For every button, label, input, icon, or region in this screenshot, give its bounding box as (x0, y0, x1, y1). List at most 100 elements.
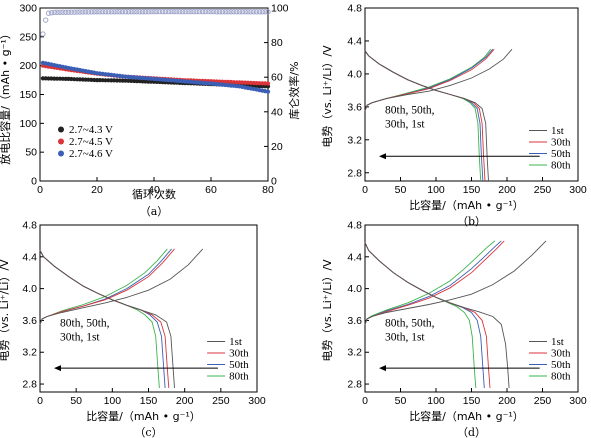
efficiency-point (191, 8, 197, 15)
efficiency-point (125, 9, 132, 15)
x-tick-label: 100 (104, 395, 122, 407)
efficiency-point (259, 9, 265, 15)
efficiency-point (199, 8, 206, 15)
y-tick-label: 0 (31, 176, 37, 188)
x-tick-label: 200 (498, 395, 516, 407)
x-tick-label: 300 (569, 184, 587, 196)
legend-label: 2.7~4.3 V (69, 124, 113, 136)
y2-tick-label: 100 (271, 3, 289, 15)
efficiency-point (196, 8, 203, 15)
x-tick-label: 60 (205, 184, 217, 196)
efficiency-point (40, 31, 46, 37)
y-tick-label: 2.8 (347, 379, 362, 391)
efficiency-point (248, 9, 254, 15)
y-axis-label: 电势（vs. Li⁺/Li）/V (321, 45, 334, 148)
efficiency-point (202, 8, 208, 15)
x-tick-label: 50 (395, 395, 407, 407)
y2-tick-label: 20 (271, 141, 283, 153)
y-tick-label: 100 (19, 118, 37, 130)
discharge-curve (39, 250, 175, 389)
discharge-curve (364, 242, 510, 389)
efficiency-point (119, 9, 126, 15)
annotation-line-2: 30th, 1st (385, 118, 425, 130)
efficiency-point (43, 17, 49, 23)
efficiency-point (108, 9, 114, 15)
efficiency-point (231, 9, 237, 15)
panel-caption: （d） (457, 426, 486, 438)
efficiency-point (57, 9, 63, 15)
efficiency-point (162, 8, 169, 15)
legend-label: 1st (229, 336, 242, 348)
discharge-curve (364, 242, 477, 389)
x-axis-label: 循环次数 (132, 187, 176, 201)
efficiency-point (60, 9, 66, 15)
arrow-head (379, 365, 386, 372)
efficiency-point (148, 8, 154, 15)
efficiency-point (122, 9, 129, 15)
efficiency-point (177, 8, 183, 15)
efficiency-point (154, 8, 160, 15)
x-tick-label: 0 (362, 184, 368, 196)
legend-label: 30th (551, 137, 571, 149)
y-axis-label: 电势（vs. Li⁺/Li）/V (0, 259, 11, 362)
efficiency-point (145, 9, 151, 15)
efficiency-point (102, 9, 109, 15)
y-tick-label: 50 (25, 147, 37, 159)
efficiency-point (225, 9, 231, 15)
panel-caption: （a） (140, 205, 169, 218)
efficiency-point (48, 10, 55, 16)
efficiency-point (219, 9, 226, 15)
efficiency-point (251, 9, 257, 15)
x-tick-label: 300 (569, 395, 587, 407)
panel-caption: （c） (134, 426, 162, 438)
x-tick-label: 80 (262, 184, 274, 196)
efficiency-point (137, 9, 143, 15)
y-tick-label: 3.6 (22, 315, 37, 327)
y2-tick-label: 40 (271, 106, 283, 118)
efficiency-point (236, 9, 243, 15)
x-tick-label: 50 (395, 184, 407, 196)
legend-marker (58, 150, 64, 157)
legend-label: 1st (551, 125, 564, 137)
efficiency-point (234, 9, 240, 15)
charge-curve (364, 48, 513, 112)
efficiency-point (174, 8, 180, 15)
efficiency-point (245, 9, 251, 15)
legend-label: 80th (229, 371, 249, 383)
efficiency-point (63, 9, 69, 15)
charge-curve (364, 240, 547, 325)
legend-marker (58, 138, 64, 145)
panel-b: 0 50 100 150 200 250 300 2.8 3.2 3.6 4.0 4.4 4.8 80th… (347, 3, 587, 229)
efficiency-point (265, 9, 271, 15)
x-axis-label: 比容量/（mAh • g⁻¹） (409, 409, 524, 423)
capacity-point (55, 76, 60, 81)
efficiency-point (253, 9, 260, 15)
charge-curve (39, 248, 204, 325)
legend-label: 50th (551, 148, 571, 160)
efficiency-point (77, 9, 83, 15)
efficiency-point (171, 8, 177, 15)
efficiency-point (142, 9, 149, 15)
legend-label: 30th (551, 348, 571, 360)
legend-label: 1st (551, 336, 564, 348)
arrow-head (379, 153, 386, 160)
x-axis-label: 比容量/（mAh • g⁻¹） (86, 409, 201, 423)
annotation-line-1: 80th, 50th, (60, 317, 110, 329)
y-tick-label: 2.8 (22, 379, 37, 391)
discharge-curve (364, 50, 489, 182)
panel-c: 0 50 100 150 200 250 300 2.8 3.2 3.6 4.0 4.4 4.8 80th… (22, 220, 266, 438)
x-tick-label: 250 (212, 395, 230, 407)
y-tick-label: 250 (19, 31, 37, 43)
x-tick-label: 20 (91, 184, 103, 196)
charge-curve (364, 240, 505, 325)
x-tick-label: 0 (362, 395, 368, 407)
efficiency-point (74, 9, 80, 15)
y-tick-label: 4.0 (22, 283, 37, 295)
x-tick-label: 300 (248, 395, 266, 407)
efficiency-point (211, 8, 217, 15)
y-tick-label: 4.8 (22, 220, 37, 232)
efficiency-point (45, 10, 52, 16)
efficiency-point (179, 8, 186, 15)
efficiency-point (131, 9, 137, 15)
efficiency-point (139, 9, 146, 15)
